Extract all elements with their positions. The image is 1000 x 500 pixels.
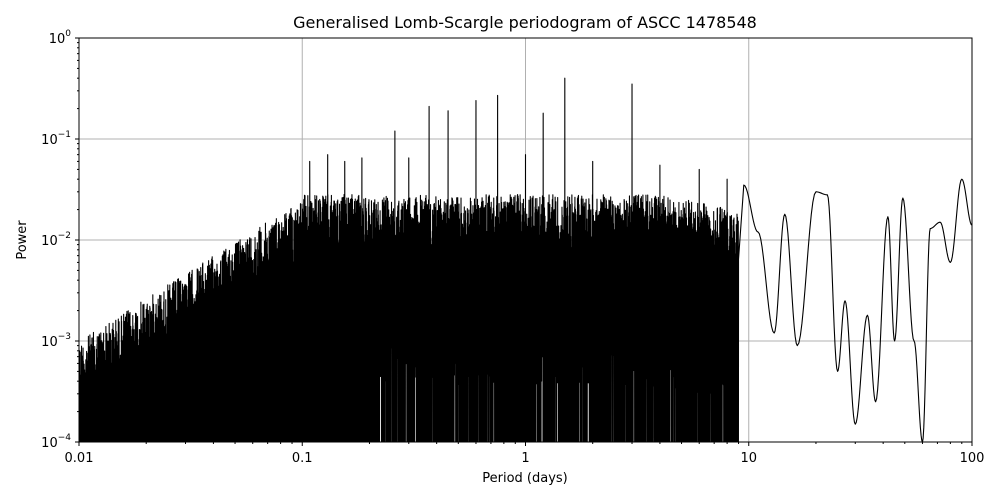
y-tick-base: 10 [41, 133, 58, 148]
y-tick-exponent: 0 [65, 29, 71, 39]
y-tick-exponent: −2 [58, 231, 71, 241]
y-axis-label: Power [15, 220, 30, 260]
x-tick-label: 0.1 [292, 451, 313, 466]
y-tick-base: 10 [41, 335, 58, 350]
y-tick-base: 10 [49, 32, 66, 47]
x-axis-label: Period (days) [482, 471, 568, 486]
periodogram-line [79, 77, 972, 442]
y-tick-exponent: −4 [58, 433, 72, 443]
y-tick-exponent: −3 [58, 332, 71, 342]
x-tick-label: 100 [960, 451, 985, 466]
y-tick-label: 10−3 [41, 332, 71, 350]
x-tick-label: 0.01 [65, 451, 94, 466]
y-tick-exponent: −1 [58, 130, 71, 140]
y-tick-label: 10−2 [41, 231, 71, 249]
x-tick-label: 10 [740, 451, 757, 466]
data-layer [79, 77, 972, 442]
y-tick-base: 10 [41, 234, 58, 249]
y-tick-label: 100 [49, 29, 72, 47]
y-tick-label: 10−4 [41, 433, 71, 451]
chart-title: Generalised Lomb-Scargle periodogram of … [293, 13, 757, 32]
y-tick-base: 10 [41, 436, 58, 451]
x-tick-label: 1 [521, 451, 529, 466]
y-tick-label: 10−1 [41, 130, 71, 148]
